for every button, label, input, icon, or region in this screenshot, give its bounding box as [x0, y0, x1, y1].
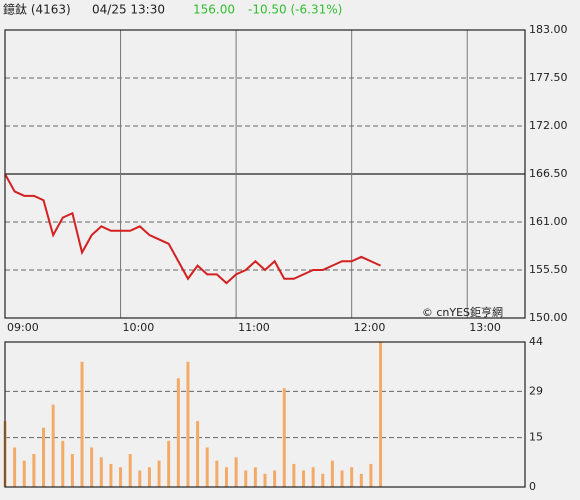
volume-bar	[138, 470, 142, 487]
x-tick-label: 13:00	[469, 321, 501, 334]
volume-bar	[244, 470, 248, 487]
volume-bar	[22, 460, 26, 487]
volume-bar	[224, 467, 228, 487]
y-tick-label: 150.00	[529, 311, 568, 324]
volume-bar	[70, 454, 74, 487]
volume-bar	[321, 473, 325, 487]
y-tick-label: 0	[529, 480, 536, 493]
volume-bar	[51, 404, 55, 487]
y-tick-label: 29	[529, 384, 543, 397]
x-tick-label: 10:00	[123, 321, 155, 334]
volume-bar	[330, 460, 334, 487]
volume-bar	[147, 467, 151, 487]
volume-bar	[340, 470, 344, 487]
volume-bar	[186, 361, 190, 487]
plot-border	[4, 341, 526, 488]
volume-bar	[302, 470, 306, 487]
volume-bar	[80, 361, 84, 487]
volume-bar	[176, 378, 180, 487]
volume-bar	[196, 421, 200, 487]
price-change: -10.50 (-6.31%)	[248, 3, 342, 17]
y-tick-label: 15	[529, 431, 543, 444]
volume-bar	[253, 467, 257, 487]
volume-bar	[282, 388, 286, 487]
datetime: 04/25 13:30	[92, 3, 165, 17]
volume-bar	[119, 467, 123, 487]
x-tick-label: 09:00	[7, 321, 39, 334]
volume-bar	[350, 467, 354, 487]
volume-bar	[167, 440, 171, 487]
volume-bar	[61, 440, 65, 487]
volume-bar	[128, 454, 132, 487]
volume-bar	[359, 473, 363, 487]
y-tick-label: 161.00	[529, 215, 568, 228]
volume-bar	[32, 454, 36, 487]
volume-bar	[90, 447, 94, 487]
y-tick-label: 44	[529, 335, 543, 348]
y-tick-label: 177.50	[529, 71, 568, 84]
volume-bar	[157, 460, 161, 487]
stock-name: 鐿鈦 (4163)	[3, 2, 71, 17]
volume-bar	[311, 467, 315, 487]
volume-bar	[263, 473, 267, 487]
volume-bar	[42, 427, 46, 487]
volume-bar	[99, 457, 103, 487]
watermark: © cnYES鉅亨網	[422, 305, 503, 319]
volume-bar	[379, 342, 383, 487]
volume-bar	[369, 463, 373, 487]
price-line	[4, 173, 381, 285]
y-tick-label: 155.50	[529, 263, 568, 276]
volume-bar	[215, 460, 219, 487]
x-tick-label: 12:00	[354, 321, 386, 334]
x-tick-label: 11:00	[238, 321, 270, 334]
y-tick-label: 166.50	[529, 167, 568, 180]
y-tick-label: 172.00	[529, 119, 568, 132]
last-price: 156.00	[193, 3, 235, 17]
volume-bar	[292, 463, 296, 487]
volume-bar	[13, 447, 17, 487]
volume-bar	[273, 470, 277, 487]
volume-bar	[234, 457, 238, 487]
plot-border	[4, 29, 526, 319]
volume-bar	[109, 463, 113, 487]
y-tick-label: 183.00	[529, 23, 568, 36]
volume-bar	[205, 447, 209, 487]
